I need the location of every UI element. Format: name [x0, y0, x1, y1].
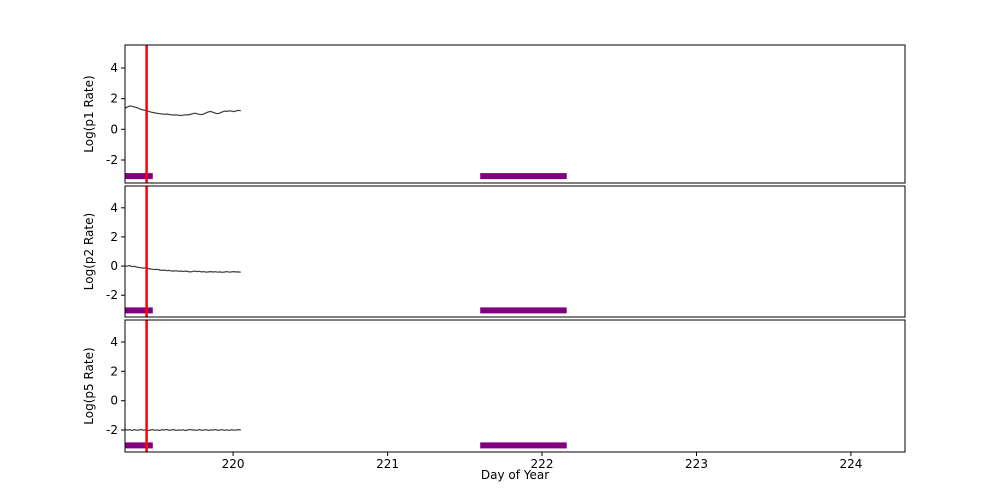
- y-tick-label: -2: [106, 288, 118, 302]
- panel-border: [124, 185, 906, 318]
- interval-bar: [480, 307, 567, 314]
- panel-border: [124, 319, 906, 453]
- y-axis-label-p5: Log(p5 Rate): [82, 347, 96, 424]
- y-tick-label: 0: [110, 259, 118, 273]
- x-tick-label: 220: [222, 457, 245, 471]
- x-tick-label: 224: [839, 457, 862, 471]
- panel-background: [125, 186, 905, 317]
- y-tick-label: 2: [110, 230, 118, 244]
- x-tick-label: 222: [531, 457, 554, 471]
- y-axis-label-p1: Log(p1 Rate): [82, 75, 96, 152]
- x-tick-label: 223: [685, 457, 708, 471]
- y-tick-label: 4: [110, 335, 118, 349]
- interval-bar: [480, 442, 567, 449]
- y-tick-label: 2: [110, 364, 118, 378]
- x-axis: 220 221 222 223 224: [222, 452, 862, 471]
- data-trace: [124, 105, 241, 117]
- data-trace: [124, 428, 241, 432]
- y-tick-label: 4: [110, 61, 118, 75]
- x-axis-label: Day of Year: [481, 468, 549, 482]
- panel-background: [125, 45, 905, 183]
- panel-log-p2-rate: -2 0 2 4: [106, 185, 906, 318]
- panel-log-p1-rate: -2 0 2 4: [106, 44, 906, 184]
- y-tick-label: 0: [110, 394, 118, 408]
- data-trace: [124, 265, 241, 273]
- y-tick-label: 2: [110, 92, 118, 106]
- interval-bar: [480, 173, 567, 180]
- y-tick-label: -2: [106, 153, 118, 167]
- y-tick-label: 0: [110, 122, 118, 136]
- panel-background: [125, 320, 905, 452]
- panel-log-p5-rate: -2 0 2 4: [106, 319, 906, 453]
- y-axis-label-p2: Log(p2 Rate): [82, 213, 96, 290]
- panel-border: [124, 44, 906, 184]
- x-tick-label: 221: [376, 457, 399, 471]
- y-tick-label: -2: [106, 423, 118, 437]
- interval-bar: [125, 307, 153, 314]
- interval-bar: [125, 173, 153, 180]
- interval-bar: [125, 442, 153, 449]
- y-tick-label: 4: [110, 201, 118, 215]
